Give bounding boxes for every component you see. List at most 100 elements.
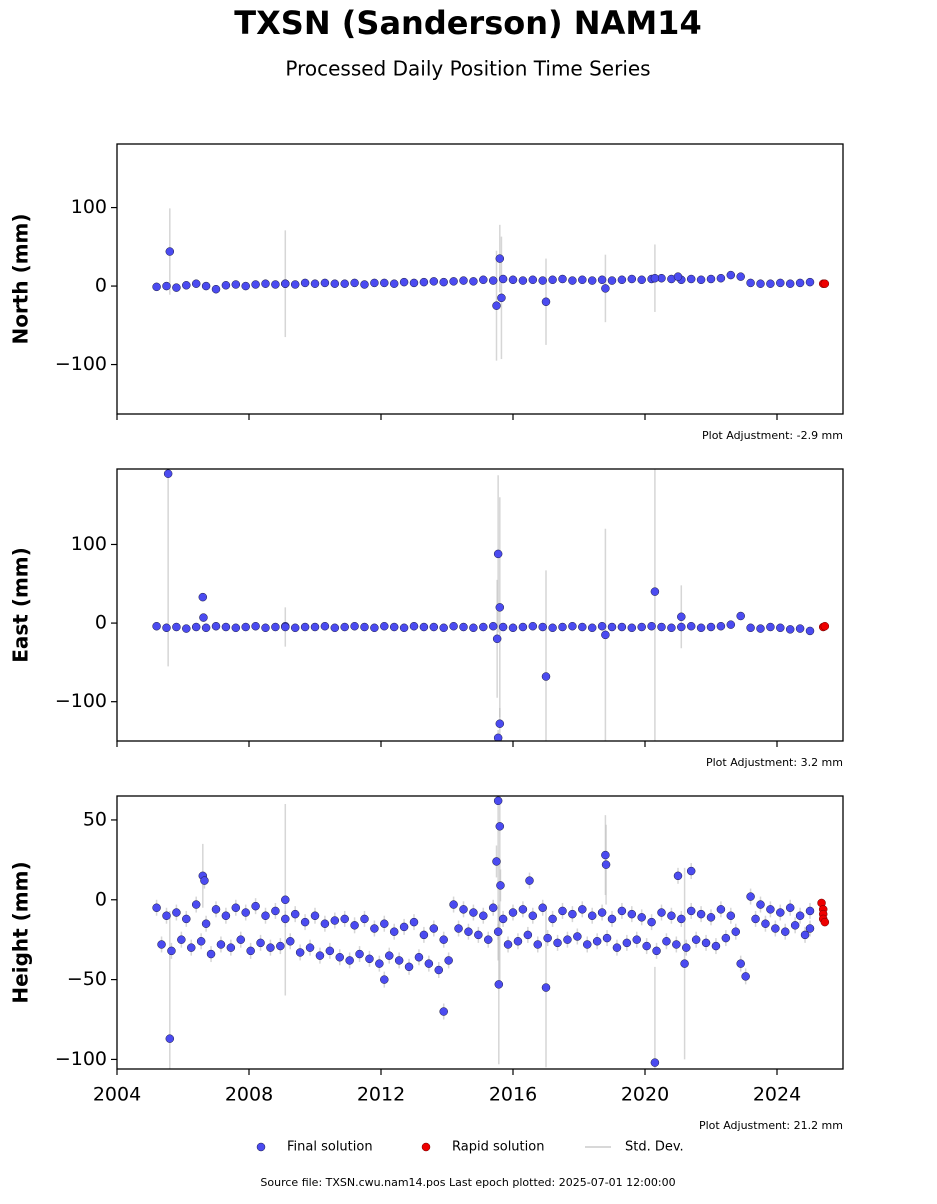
final-point xyxy=(251,901,260,911)
final-point xyxy=(360,280,369,289)
final-point xyxy=(231,903,241,913)
final-point xyxy=(518,905,528,914)
final-point xyxy=(488,276,498,285)
final-point xyxy=(439,277,448,287)
final-point xyxy=(538,903,547,913)
final-point xyxy=(389,927,399,936)
final-point xyxy=(365,954,374,964)
final-point xyxy=(200,876,209,885)
final-point xyxy=(221,281,231,290)
final-point xyxy=(541,297,551,307)
final-point xyxy=(587,911,597,920)
final-point xyxy=(495,254,505,263)
final-point xyxy=(686,866,696,876)
final-point xyxy=(340,622,349,632)
final-point xyxy=(320,621,330,631)
final-point xyxy=(492,857,501,866)
final-point xyxy=(380,621,389,631)
final-point xyxy=(281,622,290,632)
y-tick-label: 50 xyxy=(83,808,107,830)
final-point xyxy=(776,278,785,288)
final-point xyxy=(389,622,399,632)
final-point xyxy=(479,622,488,632)
final-point xyxy=(492,634,502,644)
final-point xyxy=(350,621,359,631)
final-point xyxy=(518,622,528,632)
axes-frame xyxy=(116,468,844,742)
final-point xyxy=(716,621,726,631)
final-point xyxy=(340,279,349,288)
y-tick-label: 0 xyxy=(95,612,107,634)
final-point xyxy=(196,937,206,946)
final-point xyxy=(657,908,666,917)
final-point xyxy=(429,622,439,632)
final-point xyxy=(439,1007,448,1016)
final-point xyxy=(667,911,676,920)
final-point xyxy=(496,881,505,890)
final-point xyxy=(370,924,379,933)
final-point xyxy=(691,935,701,944)
final-point xyxy=(360,914,369,924)
final-point xyxy=(479,275,488,285)
final-point xyxy=(315,951,325,960)
final-point xyxy=(766,622,775,632)
final-point xyxy=(637,622,646,632)
final-point xyxy=(602,933,612,943)
final-point xyxy=(781,927,790,936)
final-point xyxy=(375,959,384,968)
final-point xyxy=(642,941,651,951)
x-tick-label: 2016 xyxy=(489,1084,537,1106)
legend-marker xyxy=(256,1142,266,1152)
x-tick-label: 2008 xyxy=(225,1084,273,1106)
final-point xyxy=(756,900,765,909)
axes-frame xyxy=(116,795,844,1070)
final-point xyxy=(795,911,805,920)
final-point xyxy=(330,623,340,633)
final-point xyxy=(454,924,463,933)
final-point xyxy=(449,900,458,909)
final-point xyxy=(795,624,805,633)
final-point xyxy=(201,919,211,928)
final-point xyxy=(231,280,241,289)
final-point xyxy=(528,621,538,631)
final-point xyxy=(541,672,551,681)
final-point xyxy=(290,623,300,633)
final-point xyxy=(721,933,731,943)
final-point xyxy=(251,621,260,631)
final-point xyxy=(673,272,683,281)
final-point xyxy=(756,279,765,288)
subtitle: Processed Daily Position Time Series xyxy=(285,57,650,81)
axes-frame xyxy=(116,143,844,415)
final-point xyxy=(673,871,683,881)
final-point xyxy=(528,911,538,920)
final-point xyxy=(350,921,359,930)
final-point xyxy=(226,943,236,952)
final-point xyxy=(785,279,795,288)
final-point xyxy=(281,279,290,288)
final-point xyxy=(627,274,637,284)
final-point xyxy=(617,622,627,632)
final-point xyxy=(627,909,637,919)
x-tick-label: 2024 xyxy=(753,1084,801,1106)
final-point xyxy=(597,275,607,285)
title: TXSN (Sanderson) NAM14 xyxy=(234,4,701,42)
final-point xyxy=(399,922,409,932)
final-point xyxy=(335,952,344,962)
final-point xyxy=(776,908,785,917)
final-point xyxy=(167,946,176,956)
final-point xyxy=(266,943,275,952)
final-point xyxy=(488,903,498,913)
final-point xyxy=(211,621,221,631)
y-axis-label: Height (mm) xyxy=(9,861,33,1003)
final-point xyxy=(281,895,290,905)
legend: Final solution Rapid solution Std. Dev. xyxy=(256,1140,684,1155)
final-point xyxy=(380,975,389,984)
annotation: Plot Adjustment: 21.2 mm xyxy=(699,1119,843,1132)
final-point xyxy=(736,272,745,281)
final-point xyxy=(508,908,518,917)
legend-label: Std. Dev. xyxy=(625,1140,684,1155)
final-point xyxy=(637,275,646,285)
final-point xyxy=(751,914,760,924)
final-point xyxy=(165,247,175,256)
final-point xyxy=(409,621,419,631)
